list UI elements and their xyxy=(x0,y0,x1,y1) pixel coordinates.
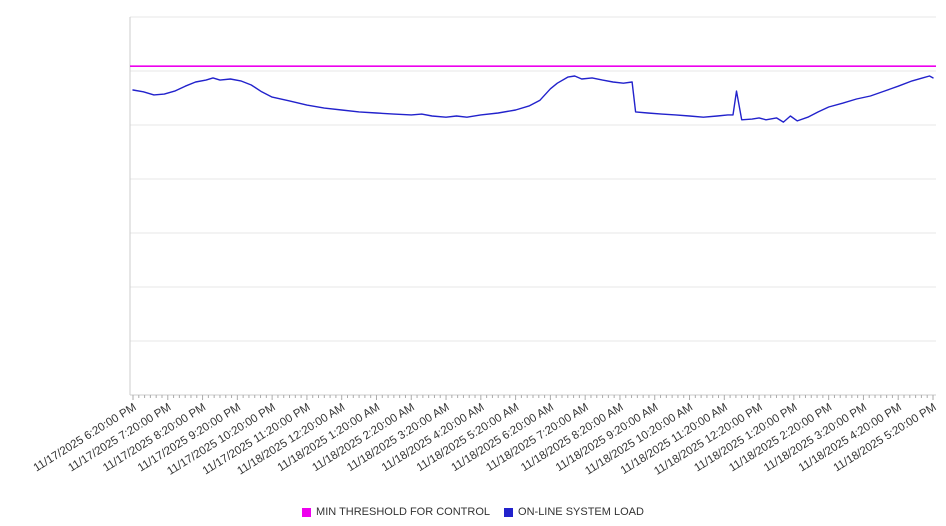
threshold-swatch-icon xyxy=(302,507,312,517)
gridlines xyxy=(130,16,936,396)
legend-label-threshold: MIN THRESHOLD FOR CONTROL xyxy=(316,506,491,518)
load-line xyxy=(132,75,934,123)
legend-item-threshold: MIN THRESHOLD FOR CONTROL xyxy=(302,506,490,518)
legend-item-system-load: ON-LINE SYSTEM LOAD xyxy=(504,506,644,518)
system-load-swatch-icon xyxy=(504,507,514,517)
legend-label-system-load: ON-LINE SYSTEM LOAD xyxy=(518,506,644,518)
x-axis-ticks xyxy=(132,395,934,400)
chart-legend: MIN THRESHOLD FOR CONTROL ON-LINE SYSTEM… xyxy=(0,506,946,518)
